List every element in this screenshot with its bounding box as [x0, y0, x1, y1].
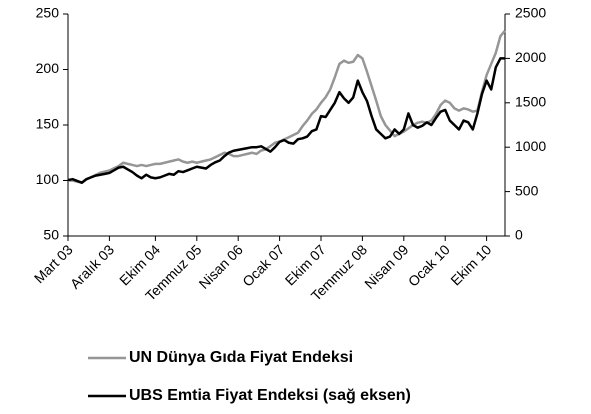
- x-tick-label: Nisan 06: [196, 241, 247, 292]
- x-tick-label: Nisan 09: [361, 241, 412, 292]
- y2-tick-label: 1000: [515, 138, 546, 154]
- x-tick-label: Ocak 07: [239, 241, 287, 289]
- y-tick-label: 250: [36, 5, 60, 21]
- y2-tick-label: 0: [515, 227, 523, 243]
- y-tick-label: 50: [43, 227, 59, 243]
- legend-label: UN Dünya Gıda Fiyat Endeksi: [129, 349, 353, 366]
- x-tick-label: Ocak 10: [405, 241, 453, 289]
- y2-tick-label: 2000: [515, 49, 546, 65]
- y2-tick-label: 1500: [515, 94, 546, 110]
- series-line: [68, 29, 506, 184]
- y-tick-label: 150: [36, 116, 60, 132]
- y-tick-label: 100: [36, 171, 60, 187]
- y2-tick-label: 500: [515, 182, 539, 198]
- y-tick-label: 200: [36, 60, 60, 76]
- y2-tick-label: 2500: [515, 5, 546, 21]
- legend-label: UBS Emtia Fiyat Endeksi (sağ eksen): [129, 387, 411, 404]
- x-tick-label: Aralık 03: [67, 241, 118, 292]
- x-tick-label: Ekim 10: [447, 241, 494, 288]
- series-line: [67, 57, 505, 184]
